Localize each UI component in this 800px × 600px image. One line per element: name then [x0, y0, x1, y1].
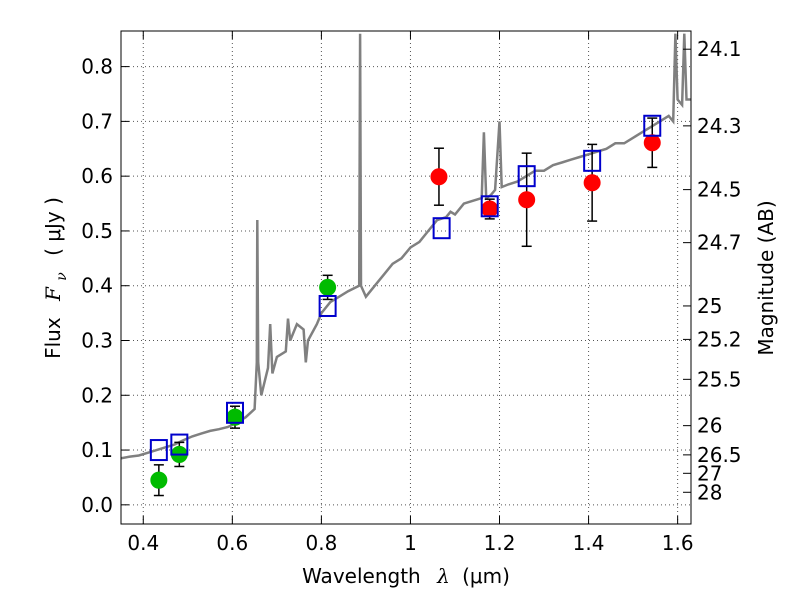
nir-point [643, 134, 661, 152]
y-tick-label: 0.6 [81, 164, 113, 188]
x-tick-label: 1.6 [662, 531, 694, 555]
mag-tick-label: 24.1 [697, 37, 742, 61]
y-tick-label: 0.0 [81, 493, 113, 517]
nir-point [583, 174, 601, 192]
synthetic-square [318, 294, 337, 317]
y-tick-label: 0.2 [81, 383, 113, 407]
synthetic-square [517, 165, 536, 188]
y-tick-label: 0.8 [81, 55, 113, 79]
mag-tick-label: 27 [697, 461, 722, 485]
y-tick-label: 0.4 [81, 274, 113, 298]
x-tick-label: 0.4 [127, 531, 159, 555]
y-tick-label: 0.1 [81, 438, 113, 462]
x-axis-label: Wavelength λ (μm) [302, 564, 510, 588]
ticks: 0.4 0.6 0.8 1 1.2 1.4 1.6 0.0 0.1 0.2 0.3 0.4 0.5 0.6… [81, 31, 742, 555]
model-spectrum-line [121, 33, 691, 460]
y-tick-label: 0.3 [81, 328, 113, 352]
y-axis-label: Flux F ν ( μJy ) [41, 197, 71, 359]
mag-tick-label: 24.3 [697, 114, 742, 138]
mag-tick-label: 25 [697, 294, 722, 318]
synthetic-square [432, 217, 451, 240]
y2-axis-label: Magnitude (AB) [754, 200, 778, 355]
synthetic-square [643, 114, 662, 137]
synthetic-squares [149, 114, 662, 462]
y-axis-label-prefix: Flux [41, 317, 65, 359]
y-tick-label: 0.7 [81, 109, 113, 133]
y-axis-symbol: F [41, 286, 65, 302]
grid [121, 31, 691, 524]
model-spectrum [121, 33, 691, 460]
plot-frame [120, 30, 692, 525]
x-tick-label: 1.4 [573, 531, 605, 555]
optical-point [150, 471, 168, 489]
x-tick-label: 1 [404, 531, 417, 555]
mag-tick-label: 26.5 [697, 443, 742, 467]
x-tick-label: 0.6 [216, 531, 248, 555]
nir-point [430, 168, 448, 186]
y-axis-unit: ( μJy ) [41, 197, 65, 256]
mag-tick-label: 24.7 [697, 231, 742, 255]
x-tick-label: 1.2 [484, 531, 516, 555]
y-axis-subscript: ν [54, 272, 70, 281]
x-tick-label: 0.8 [305, 531, 337, 555]
x-axis-unit: (μm) [462, 564, 510, 588]
mag-tick-label: 26 [697, 414, 722, 438]
synthetic-square [149, 439, 168, 462]
y-tick-label: 0.5 [81, 219, 113, 243]
mag-tick-label: 28 [697, 480, 722, 504]
synthetic-square [170, 433, 189, 456]
nir-point [518, 191, 536, 209]
optical-point [319, 278, 337, 296]
x-axis-label-prefix: Wavelength [302, 564, 421, 588]
mag-tick-label: 25.5 [697, 367, 742, 391]
x-axis-symbol: λ [436, 564, 450, 588]
mag-tick-label: 25.2 [697, 327, 742, 351]
plot-background [121, 31, 691, 524]
synthetic-square [583, 149, 602, 172]
mag-tick-label: 24.5 [697, 178, 742, 202]
synthetic-square [226, 401, 244, 424]
synthetic-square [480, 195, 499, 218]
nir-point [481, 200, 499, 218]
